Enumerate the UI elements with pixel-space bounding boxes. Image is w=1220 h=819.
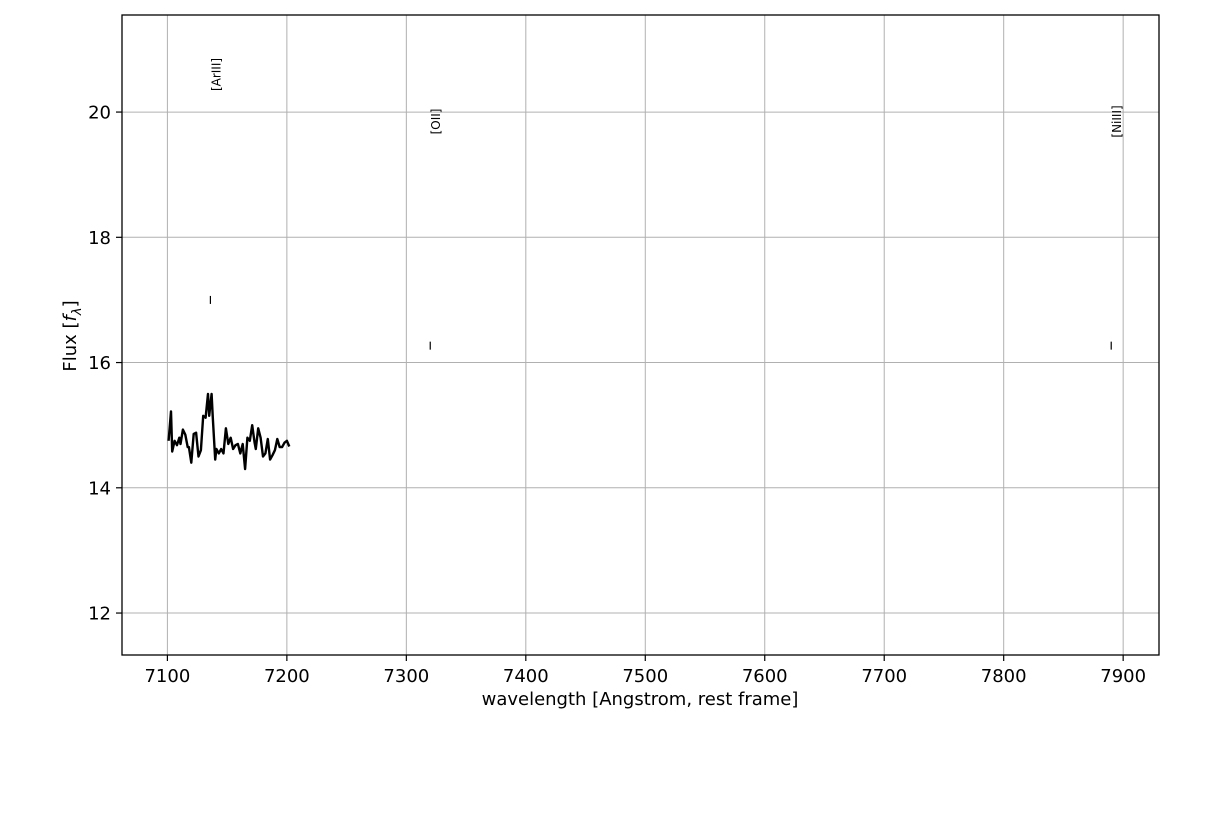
x-tick-label: 7200 <box>264 666 310 687</box>
grid <box>122 15 1159 655</box>
x-tick-label: 7300 <box>383 666 429 687</box>
y-axis-label: Flux [fλ] <box>60 300 85 371</box>
x-tick-label: 7800 <box>981 666 1027 687</box>
y-tick-label: 12 <box>88 604 111 625</box>
y-axis-label-prefix: Flux [ <box>60 321 81 371</box>
y-tick-label: 14 <box>88 478 111 499</box>
x-tick-label: 7400 <box>503 666 549 687</box>
x-axis-ticks: 7100 7200 7300 7400 7500 7600 7700 7800 7900 <box>144 655 1146 687</box>
x-tick-label: 7500 <box>622 666 668 687</box>
y-tick-label: 16 <box>88 353 111 374</box>
y-axis-ticks: 12 14 16 18 20 <box>88 103 122 625</box>
y-axis-label-subscript: λ <box>70 307 85 316</box>
x-axis-label: wavelength [Angstrom, rest frame] <box>482 689 799 710</box>
y-axis-label-suffix: ] <box>60 300 81 307</box>
spectrum-line <box>167 392 291 471</box>
plot-frame <box>121 14 1160 656</box>
x-tick-label: 7900 <box>1100 666 1146 687</box>
y-tick-label: 18 <box>88 228 111 249</box>
emission-line-label: [OII] <box>429 109 443 135</box>
emission-line-markers: [ArIII] [OII] [NiIII] <box>209 58 1124 350</box>
emission-line-label: [NiIII] <box>1110 105 1124 137</box>
y-tick-label: 20 <box>88 103 111 124</box>
x-tick-label: 7600 <box>742 666 788 687</box>
y-axis-label-symbol: f <box>60 312 81 321</box>
spectrum-series <box>167 392 291 471</box>
emission-line-label: [ArIII] <box>209 58 223 91</box>
x-tick-label: 7700 <box>861 666 907 687</box>
x-tick-label: 7100 <box>144 666 190 687</box>
